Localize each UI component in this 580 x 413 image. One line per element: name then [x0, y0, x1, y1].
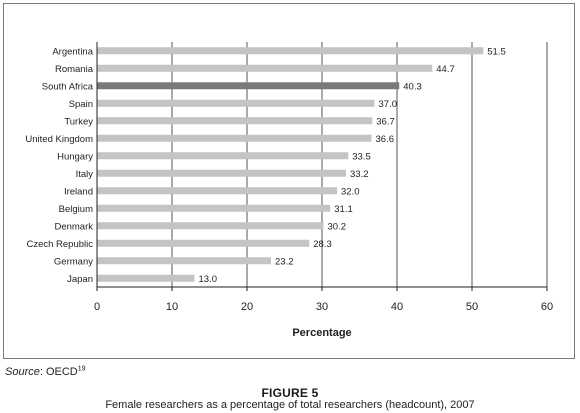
bar	[97, 274, 195, 282]
bar	[97, 99, 375, 107]
x-tick-label: 0	[94, 301, 100, 313]
bar	[97, 152, 349, 160]
bar-chart: Argentina 51.5 Romania 44.7 South Africa 40.3…	[25, 42, 553, 339]
bar	[97, 257, 271, 265]
x-tick-label: 40	[391, 301, 403, 313]
source-text: : OECD	[39, 366, 78, 378]
x-tick-label: 30	[316, 301, 328, 313]
x-tick-label: 10	[166, 301, 178, 313]
bar	[97, 169, 346, 177]
category-label: Czech Republic	[26, 239, 93, 250]
value-label: 30.2	[328, 221, 347, 232]
value-label: 13.0	[199, 274, 218, 285]
value-label: 31.1	[334, 204, 353, 215]
value-label: 44.7	[436, 64, 455, 75]
category-label: Denmark	[54, 221, 93, 232]
category-label: Spain	[69, 99, 93, 110]
category-label: Hungary	[57, 151, 93, 162]
x-axis-title: Percentage	[292, 327, 351, 339]
bar	[97, 117, 373, 125]
x-tick-label: 60	[541, 301, 553, 313]
x-tick-label: 50	[466, 301, 478, 313]
bar	[97, 82, 400, 90]
bar	[97, 134, 372, 142]
value-label: 51.5	[487, 46, 506, 57]
value-label: 33.2	[350, 169, 369, 180]
value-label: 36.6	[376, 134, 395, 145]
bar	[97, 47, 484, 55]
value-label: 32.0	[341, 186, 360, 197]
category-label: Ireland	[64, 186, 93, 197]
category-label: Argentina	[52, 46, 93, 57]
source-note: Source: OECD19	[5, 365, 86, 378]
value-label: 36.7	[376, 116, 395, 127]
value-label: 33.5	[352, 151, 371, 162]
source-footnote: 19	[77, 365, 86, 373]
category-label: South Africa	[42, 81, 94, 92]
bar	[97, 239, 310, 247]
category-label: Belgium	[59, 204, 93, 215]
category-label: Germany	[54, 256, 93, 267]
source-label: Source	[5, 366, 40, 378]
chart-panel: Argentina 51.5 Romania 44.7 South Africa 40.3…	[3, 3, 575, 359]
value-label: 37.0	[379, 99, 398, 110]
bar	[97, 204, 331, 212]
bar	[97, 187, 337, 195]
figure-number: FIGURE 5	[261, 386, 319, 400]
category-label: Romania	[55, 64, 94, 75]
value-label: 23.2	[275, 256, 294, 267]
x-tick-label: 20	[241, 301, 253, 313]
bar	[97, 222, 324, 230]
category-label: Italy	[76, 169, 94, 180]
figure-caption: Female researchers as a percentage of to…	[105, 399, 475, 411]
category-label: Turkey	[64, 116, 93, 127]
category-label: Japan	[67, 274, 93, 285]
value-label: 40.3	[403, 81, 422, 92]
bar	[97, 64, 433, 72]
category-label: United Kingdom	[25, 134, 93, 145]
value-label: 28.3	[313, 239, 332, 250]
